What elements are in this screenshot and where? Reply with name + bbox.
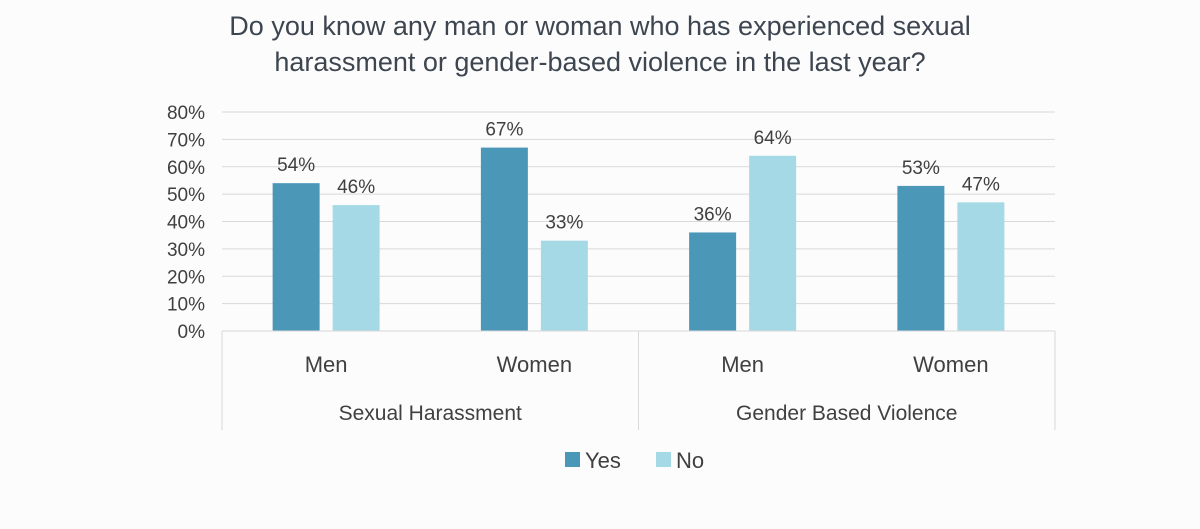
data-label: 64% — [754, 128, 792, 149]
x-group-label: Gender Based Violence — [736, 402, 957, 425]
legend-swatch-no — [656, 452, 671, 467]
bar-no — [332, 205, 380, 331]
chart-title-line-2: harassment or gender-based violence in t… — [274, 47, 926, 77]
y-tick-label: 80% — [167, 103, 205, 124]
data-labels: 54% 46% 67% 33% 36% 64% 53% 47% — [277, 120, 1000, 234]
x-category-label: Men — [721, 352, 764, 377]
bar-no — [957, 202, 1005, 331]
y-tick-label: 40% — [167, 213, 205, 234]
legend-label-no: No — [676, 448, 704, 473]
bar-yes — [897, 185, 945, 331]
y-tick-label: 30% — [167, 240, 205, 261]
bars — [272, 147, 1005, 331]
x-axis: Men Women Men Women Sexual Harassment Gender … — [221, 330, 1056, 430]
chart-title: Do you know any man or woman who has exp… — [0, 8, 1200, 80]
bar-no — [540, 240, 588, 331]
data-label: 36% — [694, 204, 732, 225]
x-category-label: Men — [305, 352, 348, 377]
y-tick-label: 10% — [167, 295, 205, 316]
data-label: 47% — [962, 174, 1000, 195]
y-tick-label: 60% — [167, 158, 205, 179]
data-label: 53% — [902, 158, 940, 179]
data-label: 54% — [277, 155, 315, 176]
legend: Yes No — [565, 448, 704, 473]
x-group-label: Sexual Harassment — [339, 402, 522, 425]
bar-no — [749, 155, 797, 331]
y-tick-label: 70% — [167, 130, 205, 151]
chart-title-line-1: Do you know any man or woman who has exp… — [229, 11, 971, 41]
data-label: 46% — [337, 177, 375, 198]
legend-swatch-yes — [565, 452, 580, 467]
legend-label-yes: Yes — [585, 448, 621, 473]
bar-yes — [689, 232, 737, 331]
y-tick-label: 0% — [178, 322, 206, 343]
y-tick-label: 50% — [167, 185, 205, 206]
y-axis-ticks: 0% 10% 20% 30% 40% 50% 60% 70% 80% — [167, 103, 205, 343]
data-label: 33% — [545, 213, 583, 234]
x-category-label: Women — [497, 352, 572, 377]
bar-yes — [272, 183, 320, 331]
x-category-label: Women — [913, 352, 988, 377]
bar-yes — [480, 147, 528, 331]
y-tick-label: 20% — [167, 267, 205, 288]
data-label: 67% — [485, 120, 523, 141]
